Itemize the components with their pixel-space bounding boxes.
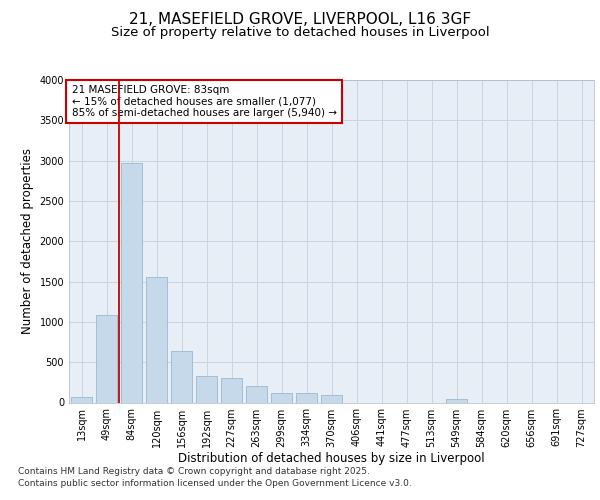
Bar bbox=[146, 276, 167, 402]
X-axis label: Distribution of detached houses by size in Liverpool: Distribution of detached houses by size … bbox=[178, 452, 485, 466]
Text: Contains HM Land Registry data © Crown copyright and database right 2025.: Contains HM Land Registry data © Crown c… bbox=[18, 466, 370, 475]
Bar bbox=[246, 386, 267, 402]
Bar bbox=[71, 397, 92, 402]
Bar bbox=[96, 316, 117, 402]
Bar bbox=[171, 351, 192, 403]
Y-axis label: Number of detached properties: Number of detached properties bbox=[21, 148, 34, 334]
Bar bbox=[271, 393, 292, 402]
Bar bbox=[296, 393, 317, 402]
Text: 21 MASEFIELD GROVE: 83sqm
← 15% of detached houses are smaller (1,077)
85% of se: 21 MASEFIELD GROVE: 83sqm ← 15% of detac… bbox=[71, 85, 337, 118]
Bar bbox=[196, 376, 217, 402]
Bar bbox=[321, 395, 342, 402]
Text: 21, MASEFIELD GROVE, LIVERPOOL, L16 3GF: 21, MASEFIELD GROVE, LIVERPOOL, L16 3GF bbox=[129, 12, 471, 26]
Bar bbox=[446, 400, 467, 402]
Text: Size of property relative to detached houses in Liverpool: Size of property relative to detached ho… bbox=[110, 26, 490, 39]
Bar bbox=[221, 378, 242, 402]
Bar bbox=[121, 163, 142, 402]
Text: Contains public sector information licensed under the Open Government Licence v3: Contains public sector information licen… bbox=[18, 479, 412, 488]
